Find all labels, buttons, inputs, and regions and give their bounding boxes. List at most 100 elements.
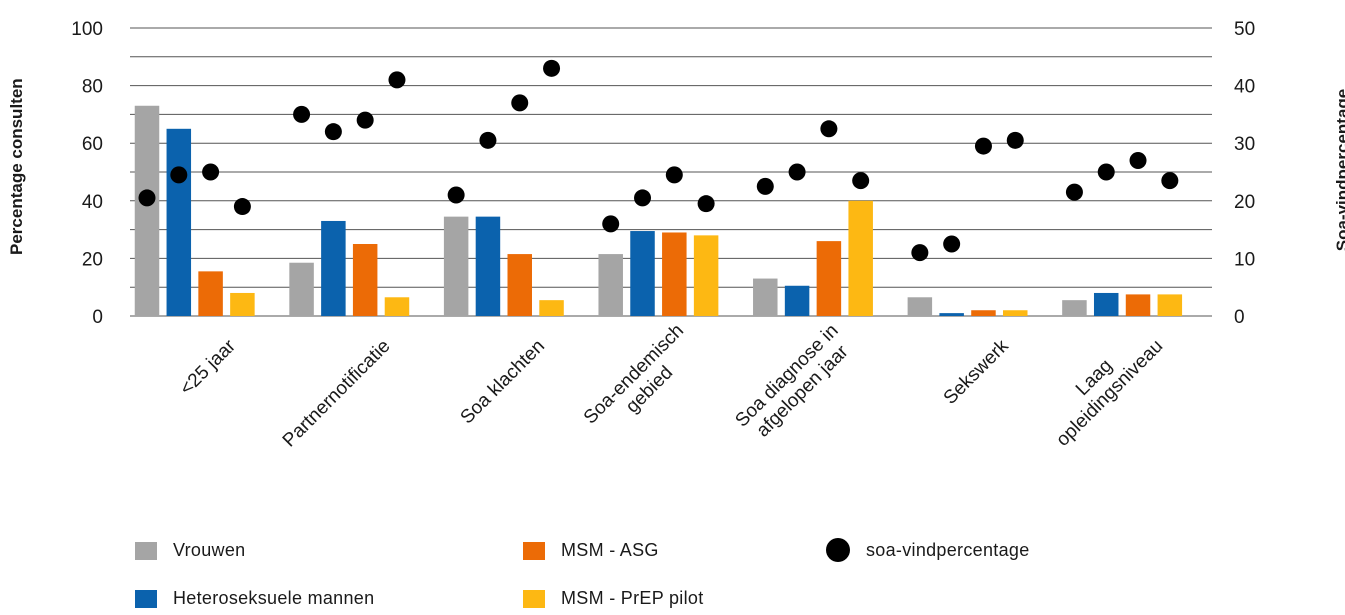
right-tick-label: 10 [1234, 249, 1255, 270]
scatter-point [479, 131, 497, 149]
legend-dot-vindpercentage [826, 538, 850, 562]
bar-msm-asg [816, 241, 842, 316]
category-label: Partnernotificatie [279, 336, 395, 452]
legend-swatch-msm-asg [523, 541, 545, 560]
legend-swatch-msm-prep [523, 589, 545, 608]
bar-msm-asg [198, 271, 223, 316]
bar-msm-asg [971, 310, 996, 316]
bar-vrouwen [134, 105, 160, 316]
scatter-point [388, 71, 406, 89]
legend-item-vindpercentage: soa-vindpercentage [826, 538, 1030, 562]
bar-msm-prep-pilot [693, 235, 719, 316]
category-label-line: Partnernotificatie [279, 336, 395, 452]
scatter-point [170, 166, 188, 184]
scatter-point [602, 215, 620, 233]
bar-vrouwen [907, 297, 933, 316]
legend-label-msm-asg: MSM - ASG [561, 540, 659, 560]
legend-label-msm-prep: MSM - PrEP pilot [561, 588, 704, 608]
bar-heteroseksuele-mannen [475, 216, 501, 316]
scatter-point [233, 198, 251, 216]
bar-heteroseksuele-mannen [1093, 292, 1119, 316]
right-tick-label: 0 [1234, 307, 1245, 328]
left-tick-label: 0 [92, 307, 103, 328]
bar-msm-prep-pilot [848, 200, 873, 316]
bar-vrouwen [443, 216, 469, 316]
bar-msm-prep-pilot [1157, 294, 1183, 316]
scatter-point [974, 137, 992, 155]
bar-msm-prep-pilot [384, 297, 410, 316]
left-axis-ticks: 0 20 40 60 80 100 [71, 19, 103, 328]
scatter-point [756, 177, 774, 195]
scatter-point [511, 94, 529, 112]
bar-heteroseksuele-mannen [939, 313, 964, 316]
legend-label-hetero: Heteroseksuele mannen [173, 588, 375, 608]
right-tick-label: 50 [1234, 19, 1255, 40]
category-label-line: Sekswerk [940, 335, 1013, 408]
right-tick-label: 40 [1234, 77, 1255, 98]
bar-msm-asg [352, 244, 378, 316]
scatter-point [634, 189, 652, 207]
legend-item-vrouwen: Vrouwen [135, 540, 245, 561]
category-labels: <25 jaar Partnernotificatie Soa klachten So… [176, 320, 1167, 451]
bar-msm-asg [662, 232, 687, 316]
scatter-point [911, 244, 929, 262]
right-axis-ticks: 0 10 20 30 40 50 [1234, 19, 1255, 328]
category-label: Soa klachten [457, 336, 550, 429]
category-label-line: opleidingsniveau [1052, 336, 1167, 451]
left-tick-label: 40 [82, 192, 103, 213]
left-tick-label: 80 [82, 77, 103, 98]
left-tick-label: 60 [82, 134, 103, 155]
scatter-point [943, 235, 961, 253]
bar-heteroseksuele-mannen [321, 220, 346, 316]
right-tick-label: 30 [1234, 134, 1255, 155]
category-label: Sekswerk [940, 335, 1013, 408]
scatter-point [1065, 183, 1083, 201]
legend-swatch-vrouwen [135, 541, 157, 560]
left-axis-label: Percentage consulten [7, 78, 26, 255]
bar-vrouwen [753, 278, 778, 316]
category-label: <25 jaar [176, 335, 240, 399]
legend-item-msm-prep: MSM - PrEP pilot [523, 588, 704, 609]
category-label-line: Soa klachten [457, 336, 550, 429]
bar-msm-prep-pilot [539, 300, 564, 316]
scatter-point [293, 105, 311, 123]
legend-item-msm-asg: MSM - ASG [523, 540, 659, 561]
scatter-points [138, 59, 1179, 262]
bar-vrouwen [289, 262, 314, 316]
scatter-point [1006, 131, 1024, 149]
bar-heteroseksuele-mannen [784, 285, 810, 316]
bar-msm-asg [1125, 294, 1151, 316]
left-tick-label: 20 [82, 249, 103, 270]
scatter-point [665, 166, 683, 184]
right-tick-label: 20 [1234, 192, 1255, 213]
scatter-point [324, 123, 342, 141]
scatter-point [820, 120, 838, 138]
scatter-point [788, 163, 806, 181]
scatter-point [852, 172, 870, 190]
left-tick-label: 100 [71, 19, 103, 40]
bar-vrouwen [1062, 300, 1087, 316]
scatter-point [202, 163, 220, 181]
bar-msm-prep-pilot [230, 292, 255, 316]
bars [134, 105, 1183, 316]
right-axis-label: Soa-vindpercentage [1333, 88, 1345, 252]
legend-item-hetero: Heteroseksuele mannen [135, 588, 374, 609]
bar-heteroseksuele-mannen [630, 231, 655, 316]
scatter-point [138, 189, 156, 207]
scatter-point [1097, 163, 1115, 181]
category-label-line: <25 jaar [176, 335, 240, 399]
scatter-point [543, 59, 561, 77]
bar-vrouwen [598, 254, 623, 316]
scatter-point [447, 186, 465, 204]
legend-swatch-hetero [135, 589, 157, 608]
scatter-point [1161, 172, 1179, 190]
scatter-point [1129, 151, 1147, 169]
bar-msm-prep-pilot [1003, 310, 1028, 316]
legend-label-vindpercentage: soa-vindpercentage [866, 539, 1030, 560]
scatter-point [697, 195, 715, 213]
legend-label-vrouwen: Vrouwen [173, 540, 246, 560]
